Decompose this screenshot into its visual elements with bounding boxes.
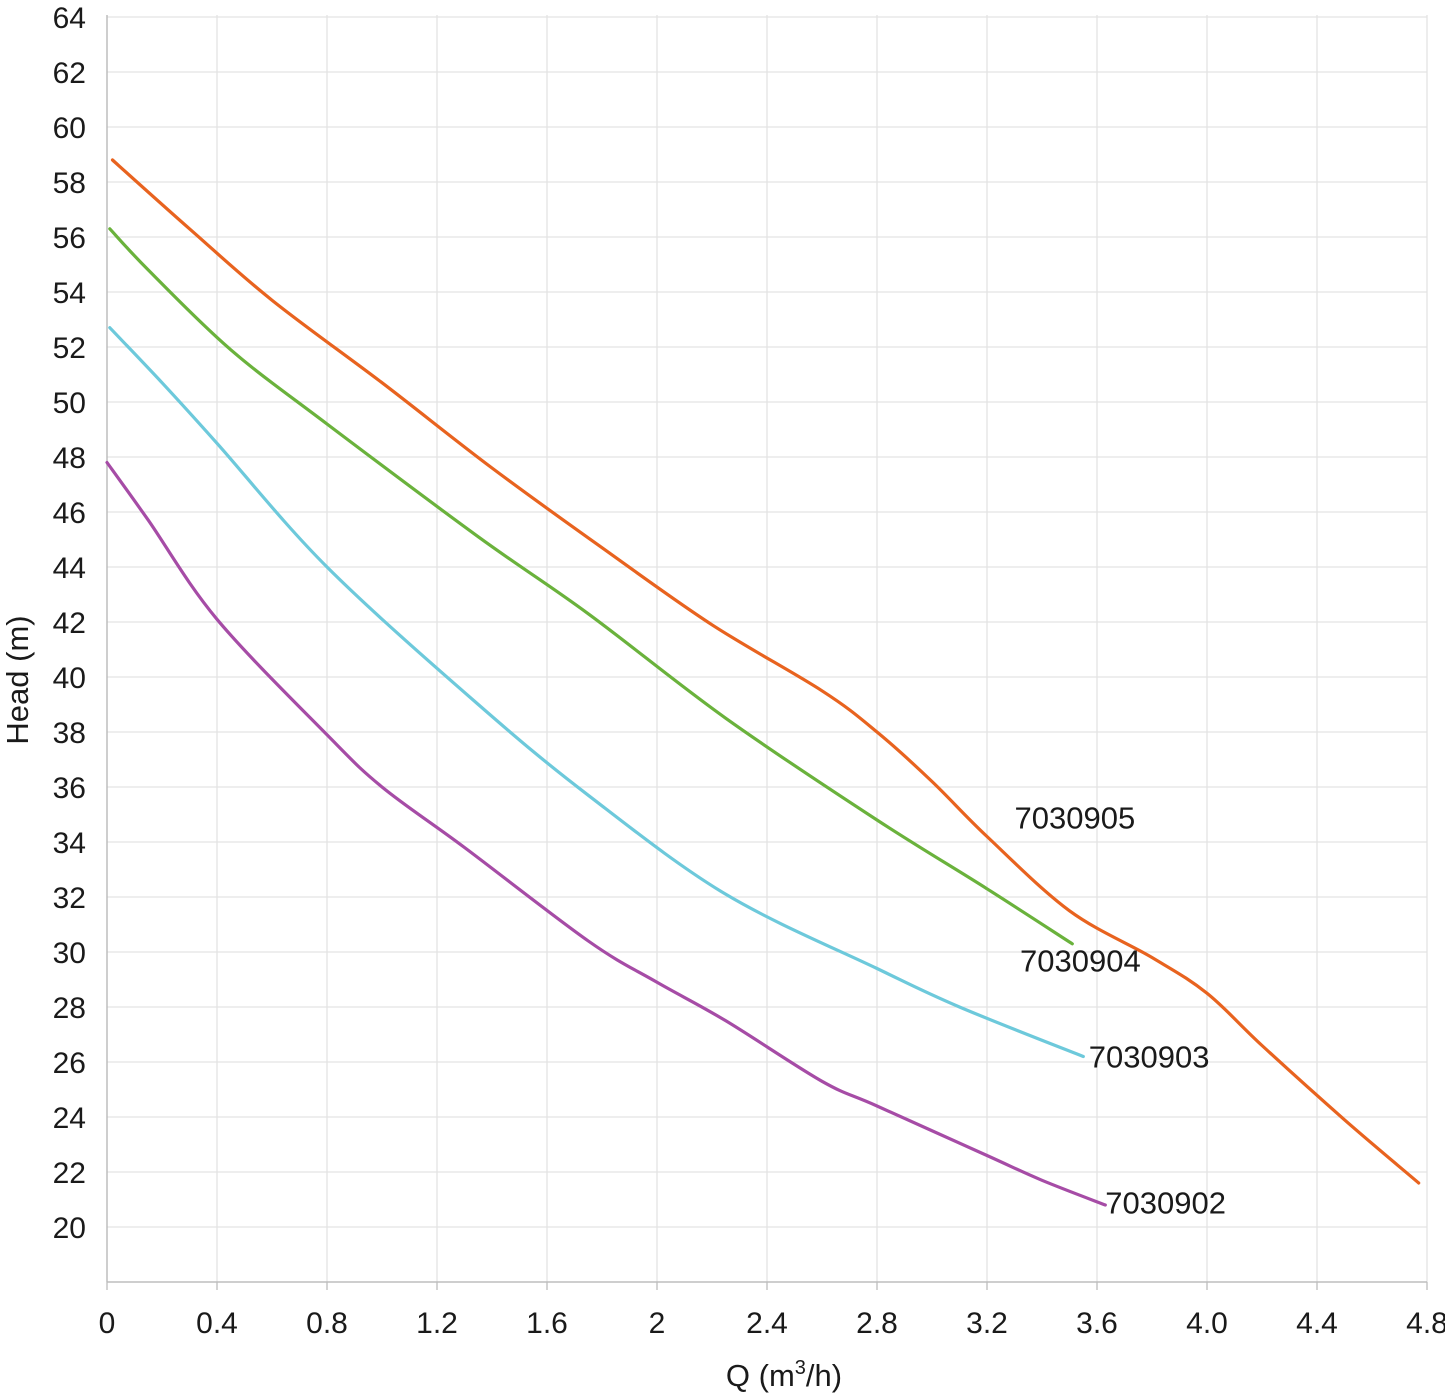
x-tick-label: 1.6 bbox=[526, 1307, 568, 1340]
y-tick-label: 48 bbox=[53, 442, 86, 475]
y-tick-label: 46 bbox=[53, 497, 86, 530]
y-tick-label: 34 bbox=[53, 827, 86, 860]
x-tick-label: 4.8 bbox=[1406, 1307, 1445, 1340]
series-label-7030904: 7030904 bbox=[1020, 943, 1141, 978]
series-label-7030902: 7030902 bbox=[1105, 1185, 1226, 1220]
x-tick-label: 0 bbox=[99, 1307, 116, 1340]
x-axis-title-tail: /h) bbox=[806, 1358, 842, 1393]
x-tick-label: 2.8 bbox=[856, 1307, 898, 1340]
y-tick-label: 30 bbox=[53, 937, 86, 970]
y-tick-label: 38 bbox=[53, 717, 86, 750]
x-axis-title-base: Q (m bbox=[726, 1358, 795, 1393]
y-tick-label: 52 bbox=[53, 332, 86, 365]
x-tick-label: 2.4 bbox=[746, 1307, 788, 1340]
x-tick-label: 4.0 bbox=[1186, 1307, 1228, 1340]
series-label-7030905: 7030905 bbox=[1015, 800, 1136, 835]
grid-layer bbox=[107, 15, 1428, 1282]
series-label-7030903: 7030903 bbox=[1089, 1040, 1210, 1075]
y-tick-label: 50 bbox=[53, 387, 86, 420]
x-tick-label: 3.2 bbox=[966, 1307, 1008, 1340]
x-axis-title: Q (m3/h) bbox=[726, 1357, 842, 1393]
y-tick-label: 62 bbox=[53, 57, 86, 90]
y-tick-label: 56 bbox=[53, 222, 86, 255]
y-tick-label: 24 bbox=[53, 1102, 86, 1135]
x-tick-label: 1.2 bbox=[416, 1307, 458, 1340]
y-tick-label: 60 bbox=[53, 112, 86, 145]
y-tick-label: 58 bbox=[53, 167, 86, 200]
series-line-7030902 bbox=[105, 460, 1107, 1207]
y-tick-label: 36 bbox=[53, 772, 86, 805]
y-tick-label: 42 bbox=[53, 607, 86, 640]
y-tick-label: 22 bbox=[53, 1157, 86, 1190]
x-tick-label: 0.8 bbox=[306, 1307, 348, 1340]
y-tick-label: 28 bbox=[53, 992, 86, 1025]
y-axis-title: Head (m) bbox=[0, 615, 35, 744]
y-tick-label: 26 bbox=[53, 1047, 86, 1080]
series-line-7030905 bbox=[110, 158, 1421, 1185]
y-tick-label: 44 bbox=[53, 552, 86, 585]
x-tick-label: 3.6 bbox=[1076, 1307, 1118, 1340]
x-tick-label: 0.4 bbox=[196, 1307, 238, 1340]
x-axis-title-sup: 3 bbox=[795, 1357, 806, 1379]
series-layer bbox=[105, 158, 1421, 1207]
y-tick-label: 54 bbox=[53, 277, 86, 310]
y-tick-label: 64 bbox=[53, 2, 86, 35]
series-line-7030904 bbox=[108, 227, 1074, 946]
x-tick-label: 4.4 bbox=[1296, 1307, 1338, 1340]
y-tick-label: 20 bbox=[53, 1212, 86, 1245]
axis-layer bbox=[106, 15, 1428, 1290]
x-tick-label: 2 bbox=[649, 1307, 666, 1340]
y-tick-label: 40 bbox=[53, 662, 86, 695]
series-line-7030903 bbox=[108, 326, 1085, 1059]
tick-layer: 2022242628303234363840424446485052545658… bbox=[53, 2, 1445, 1340]
y-tick-label: 32 bbox=[53, 882, 86, 915]
label-layer: 7030905 7030904 7030903 7030902 bbox=[1015, 800, 1226, 1220]
